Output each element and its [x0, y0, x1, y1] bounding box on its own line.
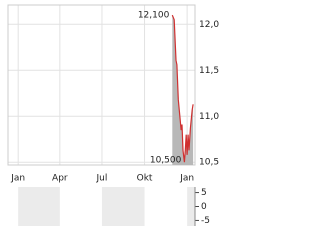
y-tick-label: 0: [201, 202, 207, 212]
price-line: [171, 14, 194, 163]
x-tick-label: Apr: [52, 174, 68, 184]
band: [101, 187, 145, 226]
y-tick-label: 10,5: [199, 158, 219, 168]
area: [172, 15, 194, 165]
y-tick-label: 11,0: [199, 112, 219, 122]
plot-frame: [7, 4, 196, 166]
x-tick-label: Okt: [137, 174, 153, 184]
x-tick-label: Jan: [10, 174, 25, 184]
chart: Jan Apr Jul Okt Jan 12,0 11,5 11,0 10,5 5 0 -5 12,10…: [7, 4, 219, 226]
annotation: 10,500: [150, 156, 182, 166]
y-tick-label: 5: [201, 188, 207, 198]
x-tick-label: Jul: [96, 174, 108, 184]
band: [187, 187, 195, 226]
x-tick-label: Jan: [179, 174, 194, 184]
annotation: 12,100: [138, 11, 170, 21]
y-tick-label: 12,0: [199, 20, 219, 30]
band: [18, 187, 60, 226]
y-tick-label: 11,5: [199, 66, 219, 76]
y-tick-label: -5: [201, 216, 210, 226]
